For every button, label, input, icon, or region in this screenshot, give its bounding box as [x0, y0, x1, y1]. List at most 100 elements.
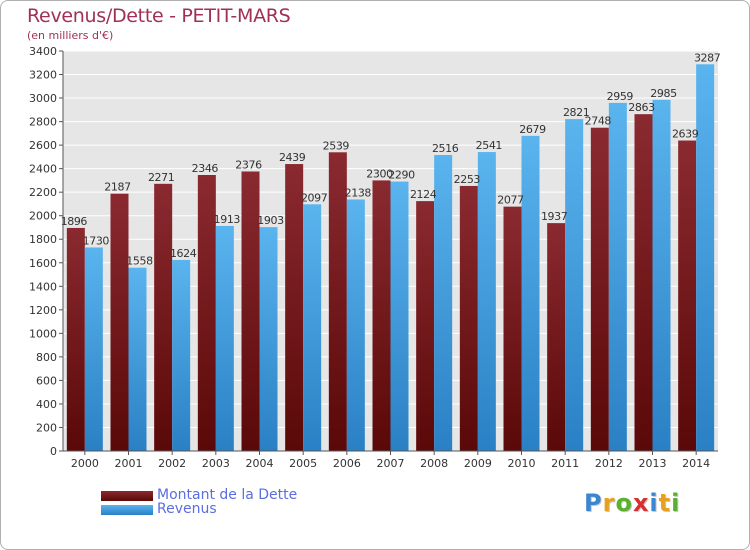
proxiti-logo: Proxiti	[584, 489, 680, 517]
bar-debt	[241, 171, 260, 451]
data-label-debt: 2346	[192, 162, 219, 175]
data-label-debt: 1937	[541, 210, 568, 223]
data-label-debt: 2376	[235, 158, 262, 171]
chart-subtitle: (en milliers d'€)	[27, 29, 114, 42]
x-tick-label: 2006	[333, 457, 361, 470]
bar-revenus	[696, 64, 715, 451]
bar-revenus	[259, 227, 278, 451]
y-tick-label: 200	[36, 421, 57, 434]
y-tick-label: 1600	[29, 257, 57, 270]
data-label-revenus: 2821	[563, 106, 589, 119]
logo-letter: P	[584, 489, 603, 517]
y-tick-label: 400	[36, 398, 57, 411]
bar-debt	[328, 152, 347, 451]
data-label-debt: 2187	[104, 181, 131, 194]
data-label-revenus: 1730	[83, 234, 110, 247]
bar-revenus	[84, 247, 103, 451]
bar-revenus	[608, 102, 627, 451]
y-tick-label: 0	[50, 445, 57, 458]
y-tick-label: 3400	[29, 45, 57, 58]
data-label-revenus: 2985	[650, 87, 677, 100]
legend-label-debt: Montant de la Dette	[157, 487, 298, 503]
logo-letter: r	[602, 489, 616, 517]
y-tick-label: 1400	[29, 280, 57, 293]
x-tick-label: 2011	[551, 457, 579, 470]
data-label-debt: 2748	[585, 115, 612, 128]
bar-revenus	[346, 199, 365, 451]
bar-revenus	[652, 99, 671, 451]
bar-debt	[110, 193, 129, 452]
bar-revenus	[128, 267, 147, 451]
y-tick-label: 3200	[29, 69, 57, 82]
logo-letter: o	[615, 489, 633, 517]
data-label-revenus: 2541	[476, 139, 502, 152]
bar-revenus	[477, 152, 496, 451]
x-tick-label: 2005	[289, 457, 317, 470]
bar-revenus	[390, 181, 409, 451]
y-tick-label: 3000	[29, 92, 57, 105]
data-label-revenus: 2959	[607, 90, 634, 103]
logo-letter: i	[649, 489, 659, 517]
data-label-revenus: 2290	[388, 169, 415, 182]
x-tick-label: 2001	[115, 457, 143, 470]
x-tick-label: 2000	[71, 457, 99, 470]
data-label-debt: 2077	[497, 194, 524, 207]
data-label-revenus: 2097	[301, 191, 328, 204]
bar-debt	[547, 223, 566, 451]
data-label-revenus: 2516	[432, 142, 459, 155]
bar-debt	[459, 185, 478, 452]
chart-title: Revenus/Dette - PETIT-MARS	[27, 5, 291, 27]
x-tick-label: 2010	[508, 457, 536, 470]
data-label-debt: 2300	[366, 167, 393, 180]
data-label-debt: 2639	[672, 128, 699, 141]
bar-debt	[590, 127, 609, 452]
bar-revenus	[303, 204, 322, 451]
x-tick-label: 2003	[202, 457, 230, 470]
logo-letter: x	[632, 489, 650, 517]
logo-letter: t	[658, 489, 672, 517]
legend-swatch-debt	[101, 491, 153, 501]
bar-revenus	[434, 155, 453, 451]
bar-debt	[197, 175, 216, 451]
data-label-debt: 2124	[410, 188, 437, 201]
data-label-revenus: 1624	[170, 247, 197, 260]
legend-label-revenus: Revenus	[157, 501, 217, 517]
bar-debt	[285, 164, 304, 451]
y-tick-label: 2400	[29, 163, 57, 176]
y-tick-label: 2200	[29, 186, 57, 199]
data-label-revenus: 1558	[126, 255, 153, 268]
data-label-debt: 1896	[61, 215, 88, 228]
logo-letter: i	[671, 489, 681, 517]
data-label-revenus: 2138	[345, 186, 372, 199]
bar-debt	[416, 201, 435, 451]
data-label-debt: 2539	[323, 139, 350, 152]
x-tick-label: 2004	[246, 457, 274, 470]
bar-revenus	[521, 135, 540, 451]
y-tick-label: 1800	[29, 233, 57, 246]
bar-revenus	[172, 259, 191, 451]
bar-debt	[678, 140, 697, 451]
x-tick-label: 2007	[377, 457, 405, 470]
x-tick-label: 2008	[420, 457, 448, 470]
x-tick-label: 2014	[682, 457, 710, 470]
x-tick-label: 2009	[464, 457, 492, 470]
y-tick-label: 1200	[29, 304, 57, 317]
bar-revenus	[565, 119, 584, 451]
bar-debt	[372, 180, 391, 452]
y-tick-label: 600	[36, 374, 57, 387]
bar-debt	[634, 114, 653, 452]
data-label-revenus: 1903	[257, 214, 284, 227]
bar-debt	[154, 183, 173, 451]
legend-swatch-revenus	[101, 505, 153, 515]
data-label-debt: 2253	[454, 173, 481, 186]
data-label-revenus: 3287	[694, 51, 721, 64]
y-tick-label: 2800	[29, 116, 57, 129]
bar-debt	[503, 206, 522, 451]
data-label-debt: 2271	[148, 171, 174, 184]
x-tick-label: 2002	[158, 457, 186, 470]
x-tick-label: 2012	[595, 457, 623, 470]
data-label-debt: 2439	[279, 151, 306, 164]
y-tick-label: 2000	[29, 210, 57, 223]
